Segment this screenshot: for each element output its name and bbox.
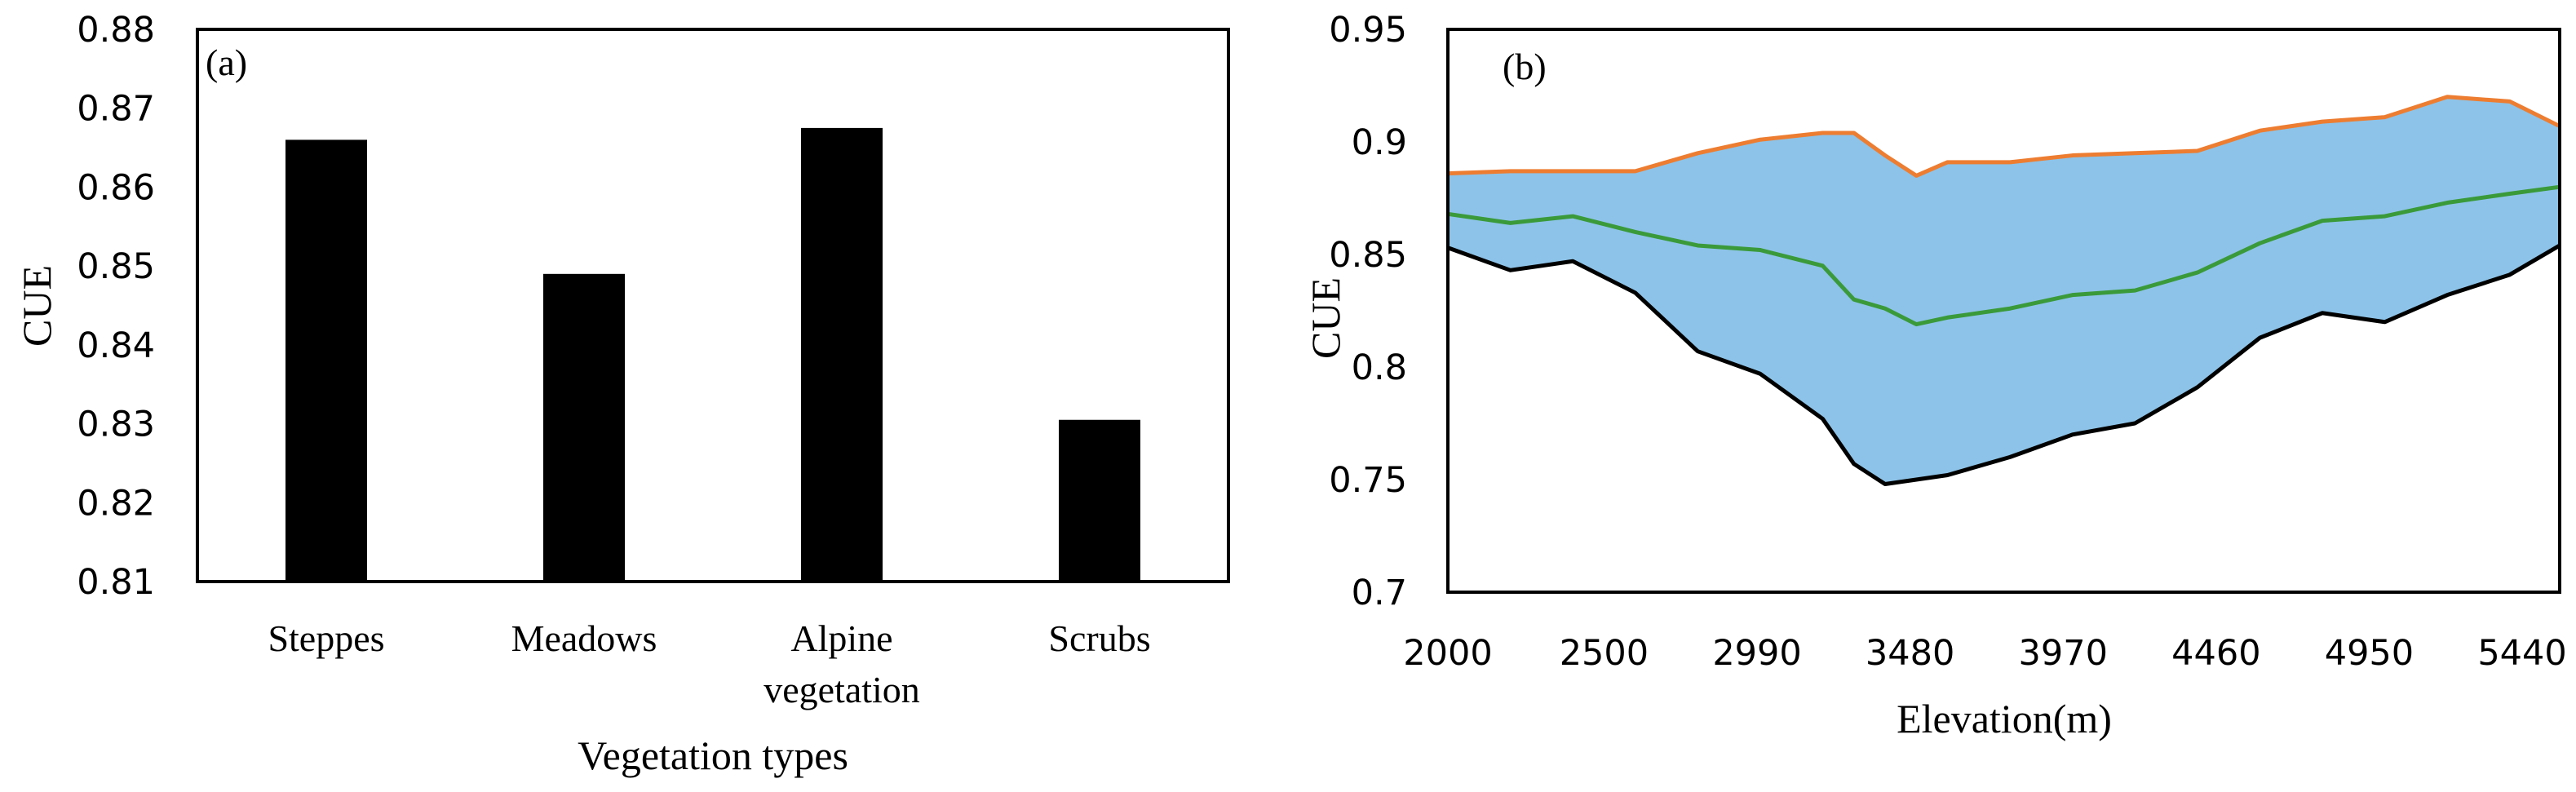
plot-area-frame: [196, 28, 1230, 583]
series-line-lower: [1447, 243, 2561, 487]
y-tick-label: 0.87: [77, 89, 155, 130]
x-tick-label: 3970: [2019, 633, 2108, 674]
y-tick-label: 0.86: [77, 167, 155, 208]
y-tick-label: 0.75: [1329, 460, 1407, 501]
y-tick-label: 0.7: [1352, 573, 1407, 613]
y-tick-label: 0.85: [1329, 235, 1407, 276]
y-tick-label: 0.95: [1329, 10, 1407, 51]
panel-a: 0.81 0.82 0.83 0.84 0.85 0.86 0.87 0.88 Steppes…: [14, 10, 1230, 778]
category-label: Steppes: [268, 617, 384, 659]
y-tick-label: 0.88: [77, 10, 155, 51]
category-label: vegetation: [764, 669, 920, 710]
bar-alpine-vegetation: [801, 127, 883, 582]
bar-scrubs: [1059, 419, 1140, 582]
y-tick-label: 0.81: [77, 562, 155, 603]
x-tick-label: 2000: [1403, 633, 1492, 674]
x-tick-label: 4460: [2171, 633, 2260, 674]
x-tick-label: 5440: [2477, 633, 2566, 674]
y-axis-label: CUE: [14, 265, 60, 347]
category-label: Meadows: [511, 617, 657, 659]
series-line-mean: [1447, 184, 2561, 327]
range-band: [1448, 96, 2560, 484]
category-label: Scrubs: [1048, 617, 1150, 659]
y-tick-label: 0.83: [77, 405, 155, 445]
panel-label: (b): [1503, 46, 1547, 87]
x-axis-label: Vegetation types: [578, 732, 848, 778]
plot-area-frame: [1446, 28, 2561, 594]
x-tick-label: 2500: [1560, 633, 1649, 674]
bar-steppes: [285, 139, 367, 582]
x-tick-labels: 2000 2500 2990 3480 3970 4460 4950 5440: [1403, 633, 2566, 674]
y-tick-label: 0.8: [1352, 347, 1407, 388]
y-tick-labels: 0.81 0.82 0.83 0.84 0.85 0.86 0.87 0.88: [77, 10, 155, 603]
y-tick-label: 0.84: [77, 325, 155, 366]
y-tick-label: 0.85: [77, 246, 155, 287]
y-tick-labels: 0.7 0.75 0.8 0.85 0.9 0.95: [1329, 10, 1407, 613]
y-axis-label: CUE: [1303, 277, 1348, 359]
x-axis-label: Elevation(m): [1897, 696, 2112, 741]
x-tick-label: 2990: [1712, 633, 1801, 674]
bars-group: [285, 127, 1140, 582]
x-tick-label: 4950: [2325, 633, 2414, 674]
y-tick-label: 0.82: [77, 483, 155, 524]
category-label: Alpine: [790, 617, 892, 659]
series-group: [1447, 95, 2561, 487]
panel-label: (a): [206, 42, 247, 83]
series-line-upper: [1447, 95, 2561, 178]
x-tick-label: 3480: [1866, 633, 1954, 674]
panel-b: 0.7 0.75 0.8 0.85 0.9 0.95 2000 2500 2990 3480 39…: [1303, 10, 2567, 741]
y-tick-label: 0.9: [1352, 122, 1407, 163]
bar-meadows: [543, 273, 625, 582]
category-labels: Steppes Meadows Alpine vegetation Scrubs: [268, 617, 1150, 710]
